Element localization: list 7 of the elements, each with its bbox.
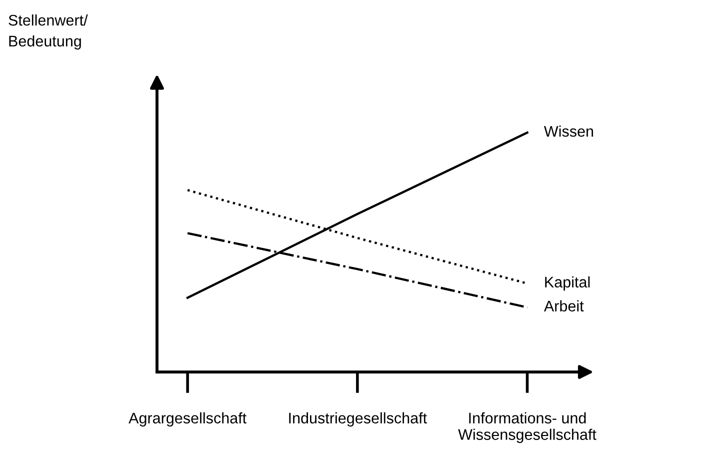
- text: Stellenwert/ Bedeutung: [8, 14, 88, 50]
- series-label: Arbeit: [544, 300, 584, 312]
- x-tick-label: Agrargesellschaft: [128, 412, 246, 427]
- x-tick-label: Industriegesellschaft: [289, 412, 427, 427]
- series-label: Kapital: [545, 276, 590, 291]
- series-label: Wissen: [544, 126, 594, 137]
- x-tick-label: Informations- und Wissensgesellschaft: [458, 412, 596, 443]
